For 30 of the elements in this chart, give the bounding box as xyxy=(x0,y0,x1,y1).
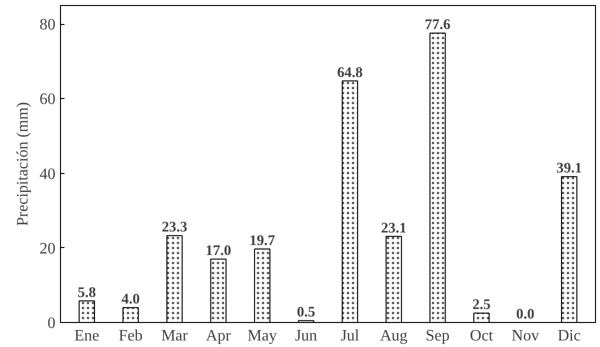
data-label: 23.3 xyxy=(162,220,188,236)
y-axis-title: Precipitación (mm) xyxy=(14,102,32,226)
x-tick-label: Oct xyxy=(470,328,494,344)
x-tick-label: Dic xyxy=(558,328,581,344)
y-tick-label: 80 xyxy=(40,16,56,34)
data-label: 39.1 xyxy=(556,160,582,177)
x-tick-label: Jul xyxy=(340,328,360,344)
data-label: 2.5 xyxy=(472,297,491,314)
y-tick-label: 60 xyxy=(40,91,56,108)
x-tick-label: Jun xyxy=(294,328,318,344)
x-tick-label: Mar xyxy=(161,328,189,344)
data-label: 19.7 xyxy=(249,233,276,250)
x-tick-label: Nov xyxy=(512,328,540,344)
data-label: 5.8 xyxy=(78,284,96,301)
y-tick-label: 40 xyxy=(40,166,56,183)
x-tick-label: Aug xyxy=(380,328,408,344)
x-tick-label: Feb xyxy=(118,328,143,344)
x-tick-label: Sep xyxy=(426,328,450,344)
data-label: 23.1 xyxy=(380,220,407,236)
data-label: 17.0 xyxy=(206,243,232,260)
data-label: 0.0 xyxy=(516,306,535,322)
x-tick-label: Ene xyxy=(74,328,100,344)
data-label: 0.5 xyxy=(296,304,316,321)
x-tick-label: May xyxy=(248,328,277,344)
x-tick-label: Apr xyxy=(206,328,232,344)
y-tick-label: 20 xyxy=(40,240,56,258)
y-tick-label: 0 xyxy=(48,315,56,332)
data-label: 64.8 xyxy=(337,64,363,81)
data-label: 77.6 xyxy=(424,17,450,34)
data-label: 4.0 xyxy=(122,292,140,308)
